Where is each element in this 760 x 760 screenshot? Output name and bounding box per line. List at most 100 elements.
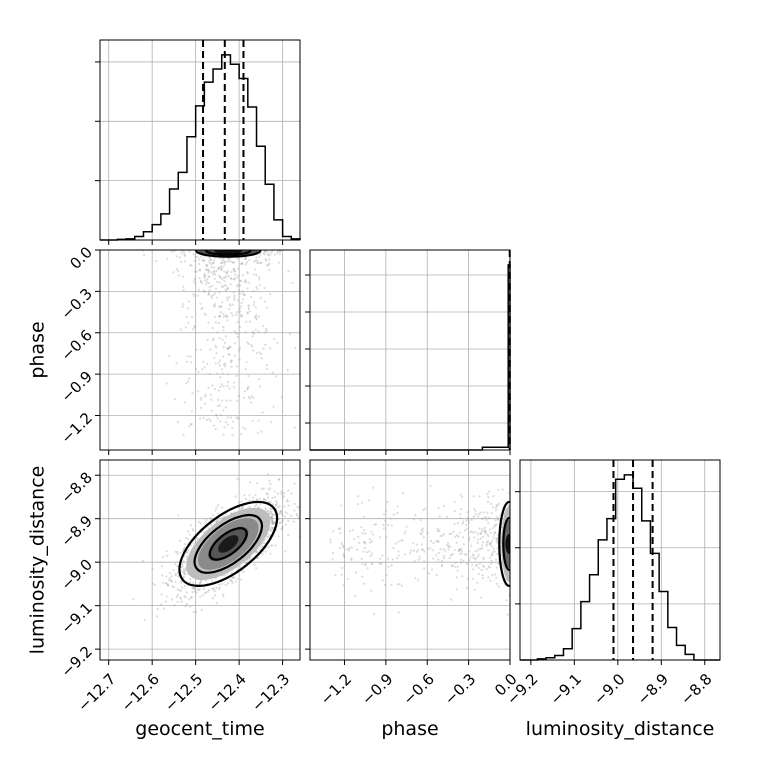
sample-point (470, 544, 473, 547)
sample-point (460, 549, 463, 553)
sample-point (483, 530, 486, 533)
sample-point (234, 331, 237, 335)
sample-point (477, 566, 480, 570)
sample-point (481, 546, 484, 550)
sample-point (249, 295, 253, 299)
sample-point (246, 341, 249, 344)
sample-point (194, 282, 197, 285)
sample-point (480, 518, 484, 521)
sample-point (362, 550, 365, 553)
sample-point (329, 541, 332, 544)
sample-point (199, 582, 202, 585)
sample-point (188, 377, 191, 380)
sample-point (272, 405, 275, 408)
sample-point (257, 330, 260, 333)
sample-point (183, 254, 186, 257)
sample-point (421, 548, 424, 551)
sample-point (206, 278, 209, 281)
sample-point (192, 292, 195, 296)
sample-point (265, 364, 269, 367)
sample-point (245, 360, 248, 364)
sample-point (266, 253, 269, 256)
sample-point (255, 503, 258, 507)
sample-point (203, 259, 206, 262)
sample-point (496, 541, 499, 544)
sample-point (345, 548, 348, 551)
sample-point (477, 538, 480, 541)
sample-point (211, 579, 214, 582)
sample-point (488, 543, 492, 546)
sample-point (454, 535, 457, 538)
sample-point (340, 573, 343, 576)
sample-point (153, 583, 156, 586)
sample-point (287, 269, 290, 273)
sample-point (422, 508, 425, 511)
sample-point (211, 514, 215, 517)
sample-point (168, 576, 171, 580)
sample-point (382, 513, 386, 516)
sample-point (181, 305, 184, 308)
sample-point (250, 401, 253, 404)
sample-point (214, 520, 218, 523)
sample-point (469, 531, 472, 534)
sample-point (214, 428, 217, 431)
sample-point (473, 536, 476, 539)
scatter-geocent-phase (141, 250, 297, 437)
sample-point (190, 316, 194, 319)
sample-point (251, 496, 255, 499)
sample-point (168, 355, 171, 358)
sample-point (221, 582, 224, 585)
sample-point (199, 279, 202, 282)
sample-point (280, 510, 283, 513)
sample-point (239, 565, 242, 568)
sample-point (217, 315, 221, 318)
sample-point (485, 568, 488, 571)
sample-point (196, 294, 199, 297)
sample-point (212, 293, 215, 297)
sample-point (210, 271, 213, 274)
sample-point (396, 505, 399, 508)
sample-point (461, 495, 464, 498)
sample-point (256, 556, 259, 559)
sample-point (239, 310, 242, 313)
sample-point (183, 570, 187, 573)
sample-point (347, 549, 351, 552)
sample-point (215, 269, 218, 273)
sample-point (218, 586, 221, 589)
sample-point (362, 515, 365, 518)
sample-point (455, 588, 458, 591)
sample-point (183, 567, 186, 570)
sample-point (338, 527, 341, 531)
sample-point (287, 534, 290, 537)
sample-point (267, 254, 270, 257)
sample-point (215, 296, 218, 299)
sample-point (484, 516, 488, 519)
sample-point (217, 267, 220, 270)
sample-point (255, 351, 258, 355)
sample-point (161, 574, 164, 577)
sample-point (173, 398, 177, 401)
sample-point (283, 505, 286, 508)
sample-point (228, 257, 231, 260)
sample-point (409, 552, 412, 555)
sample-point (491, 553, 494, 556)
sample-point (478, 495, 481, 498)
sample-point (222, 385, 225, 388)
sample-point (204, 521, 207, 524)
y-axis-label-phase: phase (27, 321, 49, 378)
sample-point (456, 522, 460, 525)
sample-point (490, 559, 493, 562)
sample-point (334, 574, 337, 577)
sample-point (289, 514, 293, 517)
sample-point (143, 253, 146, 257)
sample-point (213, 266, 216, 269)
sample-point (363, 541, 366, 544)
sample-point (501, 488, 504, 491)
sample-point (398, 582, 401, 586)
sample-point (242, 293, 245, 297)
sample-point (192, 280, 195, 283)
sample-point (363, 528, 366, 532)
sample-point (143, 618, 146, 621)
sample-point (472, 554, 475, 557)
sample-point (356, 503, 360, 506)
